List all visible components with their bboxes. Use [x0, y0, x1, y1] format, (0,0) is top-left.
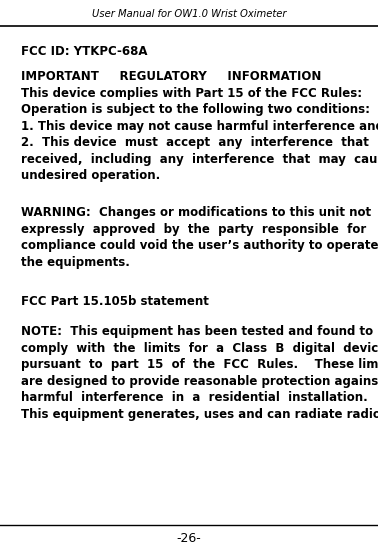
Text: User Manual for OW1.0 Wrist Oximeter: User Manual for OW1.0 Wrist Oximeter	[92, 9, 286, 19]
Text: IMPORTANT     REGULATORY     INFORMATION
This device complies with Part 15 of th: IMPORTANT REGULATORY INFORMATION This de…	[21, 70, 378, 182]
Text: FCC ID: YTKPC-68A: FCC ID: YTKPC-68A	[21, 45, 147, 58]
Text: NOTE:  This equipment has been tested and found to
comply  with  the  limits  fo: NOTE: This equipment has been tested and…	[21, 325, 378, 420]
Text: FCC Part 15.105b statement: FCC Part 15.105b statement	[21, 295, 209, 307]
Text: WARNING:  Changes or modifications to this unit not
expressly  approved  by  the: WARNING: Changes or modifications to thi…	[21, 206, 378, 269]
Text: -26-: -26-	[177, 532, 201, 545]
